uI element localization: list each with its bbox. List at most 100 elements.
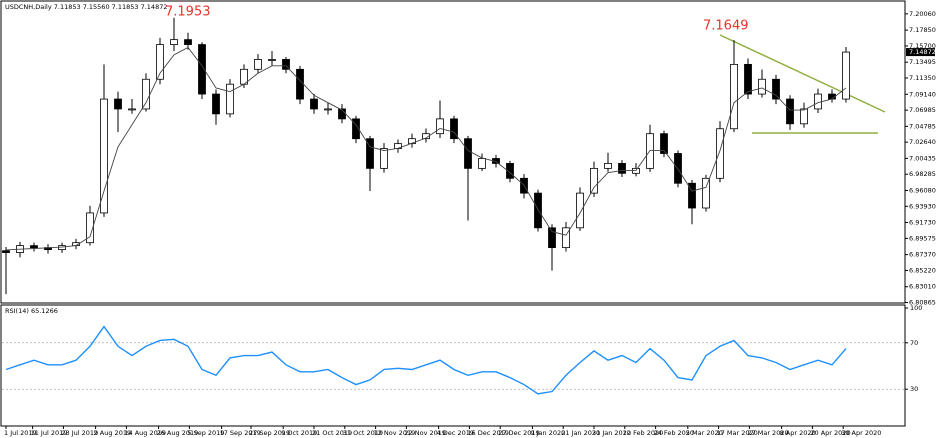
candle-body	[548, 227, 556, 249]
candle-body	[380, 148, 388, 169]
candle-body	[464, 138, 472, 169]
x-tick-label: 27 Mar 2020	[747, 429, 788, 437]
candle-body	[604, 163, 612, 169]
x-tick-label: 30 Apr 2020	[841, 429, 881, 437]
candle-body	[184, 39, 192, 45]
candle-body	[842, 51, 850, 100]
x-tick-label: 21 Jan 2020	[561, 429, 600, 437]
candle-body	[422, 133, 430, 140]
y-tick-label: 30	[910, 385, 918, 393]
x-tick-label: 9 Oct 2019	[281, 429, 317, 437]
last-price-box	[906, 48, 935, 57]
y-tick-label: 70	[910, 339, 918, 347]
candle-body	[366, 138, 374, 169]
candle-body	[30, 245, 38, 249]
candle-body	[226, 83, 234, 115]
x-tick-label: 24 Feb 2020	[654, 429, 694, 437]
candle-body	[212, 93, 220, 115]
y-tick-label: 7.20060	[909, 10, 936, 18]
candle-body	[296, 68, 304, 100]
x-tick-label: 5 Sep 2019	[187, 429, 224, 437]
candle-body	[156, 44, 164, 80]
x-tick-label: 9 Jan 2020	[530, 429, 565, 437]
candle-body	[254, 59, 262, 70]
x-tick-label: 20 Apr 2020	[810, 429, 850, 437]
candle-body	[758, 78, 766, 95]
price-panel-frame	[0, 0, 906, 304]
candle-body	[282, 59, 290, 70]
candle-body	[744, 63, 752, 95]
moving-average	[5, 46, 847, 251]
candle-body	[114, 98, 122, 110]
y-tick-label: 6.93930	[909, 202, 936, 210]
y-tick-label: 7.02640	[909, 138, 936, 146]
candle-body	[618, 163, 626, 174]
candle-body	[2, 250, 10, 253]
y-tick-label: 7.11350	[909, 74, 936, 82]
rsi-title: RSI(14) 65.1266	[5, 307, 58, 315]
y-tick-label: 6.89575	[909, 234, 936, 242]
x-tick-label: 14 Aug 2019	[124, 429, 166, 437]
candle-body	[268, 59, 276, 61]
candle-body	[100, 98, 108, 214]
candle-body	[716, 128, 724, 179]
candle-body	[534, 192, 542, 229]
candle-body	[436, 118, 444, 135]
y-tick-label: 7.13495	[909, 58, 936, 66]
x-tick-label: 23 Jul 2019	[61, 429, 98, 437]
candle-body	[58, 245, 66, 251]
candle-body	[688, 182, 696, 209]
candle-body	[450, 118, 458, 140]
candle-body	[590, 167, 598, 194]
y-tick-label: 7.17850	[909, 26, 936, 34]
x-tick-label: 12 Feb 2020	[623, 429, 663, 437]
x-tick-label: 27 Sep 2019	[249, 429, 290, 437]
rsi-panel-frame	[0, 304, 906, 427]
y-tick-label: 6.96080	[909, 186, 936, 194]
candle-body	[702, 177, 710, 209]
last-price-label: 7.14872	[909, 48, 936, 56]
y-tick-label: 7.09140	[909, 90, 936, 98]
candle-body	[198, 44, 206, 95]
y-tick-label: 6.83010	[909, 283, 936, 291]
y-tick-label: 6.98285	[909, 170, 936, 178]
y-tick-label: 6.80865	[909, 299, 936, 307]
x-tick-label: 4 Dec 2019	[437, 429, 474, 437]
x-tick-label: 17 Mar 2020	[717, 429, 758, 437]
candle-body	[142, 78, 150, 110]
candle-body	[786, 98, 794, 125]
candle-body	[576, 192, 584, 229]
price-annotation: 7.1649	[703, 19, 749, 34]
candle-body	[562, 227, 570, 249]
x-tick-label: 22 Nov 2019	[404, 429, 446, 437]
candle-body	[660, 133, 668, 154]
x-tick-label: 1 Jul 2019	[4, 429, 37, 437]
y-tick-label: 6.87370	[909, 251, 936, 259]
candle-body	[324, 108, 332, 111]
candle-body	[730, 63, 738, 130]
trend-line	[719, 34, 886, 113]
x-tick-label: 21 Oct 2019	[312, 429, 352, 437]
x-tick-label: 12 Nov 2019	[374, 429, 416, 437]
x-tick-label: 27 Dec 2019	[498, 429, 540, 437]
candle-body	[814, 93, 822, 110]
x-tick-label: 5 Mar 2020	[686, 429, 723, 437]
y-tick-label: 7.15700	[909, 42, 936, 50]
y-tick-label: 7.00435	[909, 154, 936, 162]
price-annotation: 7.1953	[165, 5, 211, 20]
x-tick-label: 31 Oct 2019	[343, 429, 383, 437]
candle-body	[86, 212, 94, 244]
candle-body	[772, 78, 780, 100]
x-tick-label: 11 Jul 2019	[31, 429, 68, 437]
x-tick-label: 31 Jan 2020	[592, 429, 631, 437]
candle-body	[800, 108, 808, 125]
candle-body	[310, 98, 318, 110]
y-tick-label: 6.85220	[909, 266, 936, 274]
y-tick-label: 7.06985	[909, 106, 936, 114]
candle-body	[170, 39, 178, 45]
chart-title: USDCNH,Daily 7.11853 7.15560 7.11853 7.1…	[5, 3, 167, 11]
x-tick-label: 2 Aug 2019	[94, 429, 132, 437]
rsi-line	[5, 325, 847, 395]
